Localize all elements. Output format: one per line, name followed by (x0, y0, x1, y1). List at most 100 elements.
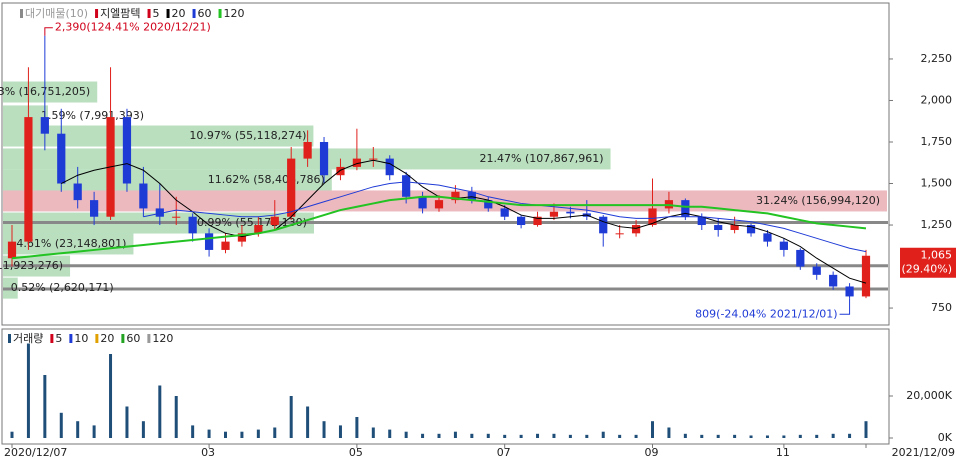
volume-panel (1, 328, 890, 445)
volume-bar (815, 434, 819, 438)
profile-bar (3, 81, 98, 103)
candle-body (730, 225, 739, 231)
profile-label: 31.24% (156,994,120) (756, 194, 880, 207)
candle-body (566, 211, 575, 214)
last-price-box (900, 247, 956, 278)
y-tick-label: 1,250 (921, 218, 953, 231)
volume-bar (667, 427, 671, 438)
legend-label: 120 (224, 7, 245, 20)
volume-bar (683, 433, 687, 438)
legend-label: 20 (100, 332, 114, 345)
x-tick-label: 2021/12/09 (892, 446, 955, 459)
volume-bar (273, 427, 277, 438)
volume-bar (240, 431, 244, 438)
x-tick-label: 05 (349, 446, 363, 459)
volume-bar (338, 425, 342, 438)
volume-bar (125, 406, 129, 438)
volume-bar (437, 433, 441, 438)
legend-label: 대기매물(10) (25, 7, 88, 20)
volume-bar (716, 434, 720, 438)
candle-body (73, 183, 82, 201)
volume-bar (158, 385, 162, 438)
y-tick-label: 2,000 (921, 93, 953, 106)
legend-label: 60 (126, 332, 140, 345)
moving-average (61, 159, 867, 284)
legend-label: 거래량 (13, 332, 43, 345)
candle-body (829, 274, 838, 287)
y-tick-label: 0K (938, 431, 953, 444)
x-tick-label: 07 (497, 446, 511, 459)
volume-bar (26, 343, 30, 438)
legend-swatch (147, 9, 151, 18)
volume-bar (765, 435, 769, 438)
candle-body (648, 208, 657, 226)
volume-bar (700, 434, 704, 438)
candle-body (418, 196, 427, 209)
last-price: 1,065 (921, 249, 953, 262)
volume-bar (798, 434, 802, 438)
x-tick-label: 03 (201, 446, 215, 459)
candle-body (303, 141, 312, 159)
legend-swatch (95, 9, 99, 18)
legend-swatch (121, 334, 125, 343)
legend-label: 5 (153, 7, 160, 20)
volume-bar (355, 417, 359, 438)
legend-swatch (50, 334, 54, 343)
volume-bar (306, 406, 310, 438)
x-tick-label: 09 (645, 446, 659, 459)
volume-bar (322, 421, 326, 438)
profile-label: 4.61% (23,148,801) (16, 237, 126, 250)
volume-bar (831, 433, 835, 438)
candle-body (746, 225, 756, 234)
volume-bar (749, 435, 753, 438)
y-tick-label: 750 (931, 301, 952, 314)
candle-body (631, 225, 641, 234)
candle-body (369, 158, 378, 160)
candle-body (615, 233, 624, 235)
last-change: (29.40%) (901, 263, 952, 276)
legend-swatch (69, 334, 73, 343)
y-tick-label: 2,250 (921, 52, 953, 65)
candle-body (861, 255, 871, 297)
legend-label: 60 (198, 7, 212, 20)
volume-bar (503, 434, 507, 438)
candle-body (500, 208, 509, 217)
legend-swatch (8, 334, 11, 343)
volume-bar (651, 421, 654, 438)
volume-bar (486, 433, 490, 438)
volume-bar (536, 433, 540, 438)
volume-bar (388, 429, 392, 438)
candle-body (352, 158, 361, 167)
legend-label: 5 (55, 332, 62, 345)
volume-bar (174, 396, 178, 438)
profile-bar (3, 148, 611, 170)
candle-body (270, 216, 279, 226)
profile-label: 1.59% (7,991,393) (41, 109, 144, 122)
y-tick-label: 20,000K (906, 389, 952, 402)
candle-body (90, 200, 99, 217)
x-tick-label: 11 (776, 446, 790, 459)
legend-swatch (147, 334, 151, 343)
profile-label: 21.47% (107,867,961) (480, 152, 604, 165)
volume-bar (59, 412, 63, 438)
profile-bar (3, 125, 314, 147)
volume-bar (404, 431, 408, 438)
volume-bar (782, 435, 786, 438)
profile-label: 10.97% (55,118,274) (189, 129, 306, 142)
volume-bar (864, 421, 868, 438)
candle-body (549, 211, 559, 217)
candle-body (434, 200, 444, 209)
candle-body (697, 216, 706, 226)
profile-bar (3, 169, 332, 191)
volume-bar (470, 433, 474, 438)
candle-body (533, 216, 542, 226)
profile-bar (3, 105, 48, 127)
candle-body (155, 208, 164, 217)
volume-bar (585, 434, 589, 438)
candle-body (221, 241, 230, 250)
x-tick-label: 2020/12/07 (4, 446, 67, 459)
candle-body (204, 233, 214, 250)
candle-body (714, 225, 723, 231)
volume-bar (10, 431, 14, 438)
candle-body (319, 141, 329, 176)
